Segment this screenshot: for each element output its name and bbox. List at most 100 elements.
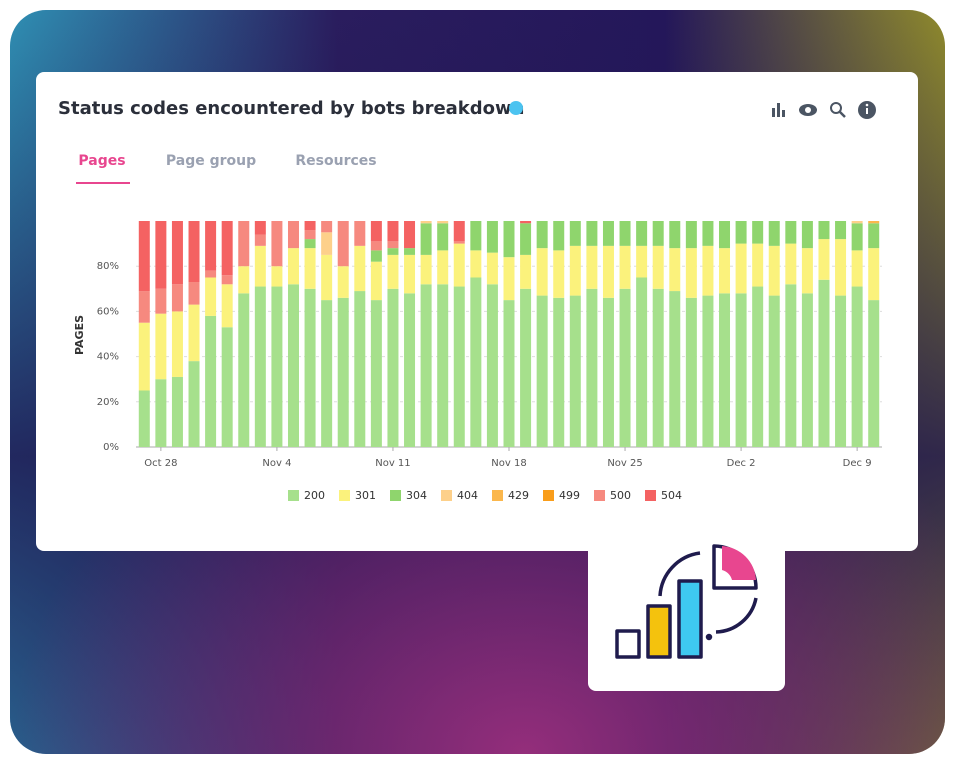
bar-segment: [370, 250, 382, 262]
bar-segment: [719, 293, 731, 447]
bar-segment: [420, 221, 432, 224]
bar-segment: [138, 221, 150, 292]
bar-segment: [404, 254, 416, 294]
legend-swatch: [543, 490, 554, 501]
bar-segment: [271, 286, 283, 447]
bar-segment: [851, 286, 863, 447]
bar-segment: [387, 248, 399, 255]
bar-segment: [370, 241, 382, 251]
bar-segment: [470, 250, 482, 278]
bar-segment: [652, 221, 664, 246]
about-icon[interactable]: [858, 101, 876, 119]
bar-segment: [304, 230, 316, 240]
bar-segment: [287, 221, 299, 249]
legend-swatch: [390, 490, 401, 501]
zoom-icon[interactable]: [830, 102, 846, 118]
bar-segment: [801, 221, 813, 249]
bar-segment: [569, 245, 581, 296]
bar-icon[interactable]: [772, 103, 785, 117]
legend-label: 504: [661, 489, 682, 502]
bar-segment: [702, 295, 714, 447]
legend: 200 301 304 404 429 499 500 504: [288, 489, 682, 502]
bar-segment: [205, 277, 217, 316]
x-tick-label: Nov 4: [262, 458, 291, 469]
bar-segment: [354, 245, 366, 292]
bar-segment: [785, 221, 797, 244]
bar-segment: [287, 284, 299, 447]
bar-segment: [619, 288, 631, 447]
bar-segment: [752, 286, 764, 447]
bar-segment: [636, 221, 648, 246]
card-title: Status codes encountered by bots breakdo…: [58, 98, 524, 119]
bar-segment: [536, 295, 548, 447]
bar-segment: [354, 221, 366, 246]
bar-segment: [138, 291, 150, 323]
bar-segment: [321, 300, 333, 447]
bar-segment: [553, 250, 565, 298]
bar-segment: [503, 221, 515, 258]
bar-segment: [370, 300, 382, 447]
bar-segment: [304, 288, 316, 447]
bar-segment: [138, 322, 150, 391]
bar-segment: [337, 297, 349, 447]
eye-icon[interactable]: [799, 104, 817, 116]
bar-segment: [520, 288, 532, 447]
bar-segment: [851, 223, 863, 251]
bar-segment: [868, 248, 880, 301]
bar-segment: [254, 234, 266, 246]
bar-segment: [337, 221, 349, 267]
bar-segment: [437, 284, 449, 447]
bar-segment: [818, 279, 830, 447]
bar-segment: [437, 221, 449, 224]
bar-segment: [420, 284, 432, 447]
bar-segment: [188, 361, 200, 447]
bar-segment: [453, 221, 465, 242]
bar-segment: [188, 304, 200, 362]
x-tick-label: Nov 11: [375, 458, 410, 469]
bar-segment: [503, 257, 515, 301]
bar-segment: [254, 286, 266, 447]
bar-segment: [669, 291, 681, 447]
bar-segment: [155, 288, 167, 314]
y-tick-label: 40%: [97, 352, 119, 363]
legend-label: 500: [610, 489, 631, 502]
legend-label: 404: [457, 489, 478, 502]
bar-segment: [536, 221, 548, 249]
bar-segment: [188, 282, 200, 305]
bar-segment: [835, 239, 847, 296]
bar-segment: [437, 250, 449, 285]
bar-segment: [569, 221, 581, 246]
bar-segment: [155, 221, 167, 289]
bar-segment: [304, 248, 316, 289]
bar-segment: [652, 288, 664, 447]
legend-swatch: [288, 490, 299, 501]
bar-segment: [669, 248, 681, 292]
legend-label: 429: [508, 489, 529, 502]
bar-segment: [553, 221, 565, 251]
bar-segment: [387, 221, 399, 242]
bar-segment: [652, 245, 664, 289]
bar-segment: [536, 248, 548, 296]
bar-segment: [337, 266, 349, 298]
bar-segment: [868, 221, 880, 224]
info-dot[interactable]: [509, 101, 523, 115]
tab[interactable]: Resources: [295, 153, 376, 169]
bar-segment: [719, 248, 731, 294]
bar-segment: [453, 286, 465, 447]
bar-segment: [171, 311, 183, 377]
bar-segment: [768, 221, 780, 246]
bar-segment: [171, 221, 183, 285]
bar-segment: [553, 297, 565, 447]
legend-swatch: [645, 490, 656, 501]
bar-segment: [619, 221, 631, 246]
bar-segment: [851, 221, 863, 224]
legend-swatch: [441, 490, 452, 501]
bar-segment: [486, 284, 498, 447]
bar-segment: [818, 239, 830, 280]
tab-underline: [76, 182, 130, 184]
tab-active[interactable]: Pages: [78, 153, 125, 169]
y-tick-label: 20%: [97, 397, 119, 408]
bar-segment: [453, 243, 465, 287]
bar-segment: [321, 221, 333, 233]
tab[interactable]: Page group: [166, 153, 256, 169]
